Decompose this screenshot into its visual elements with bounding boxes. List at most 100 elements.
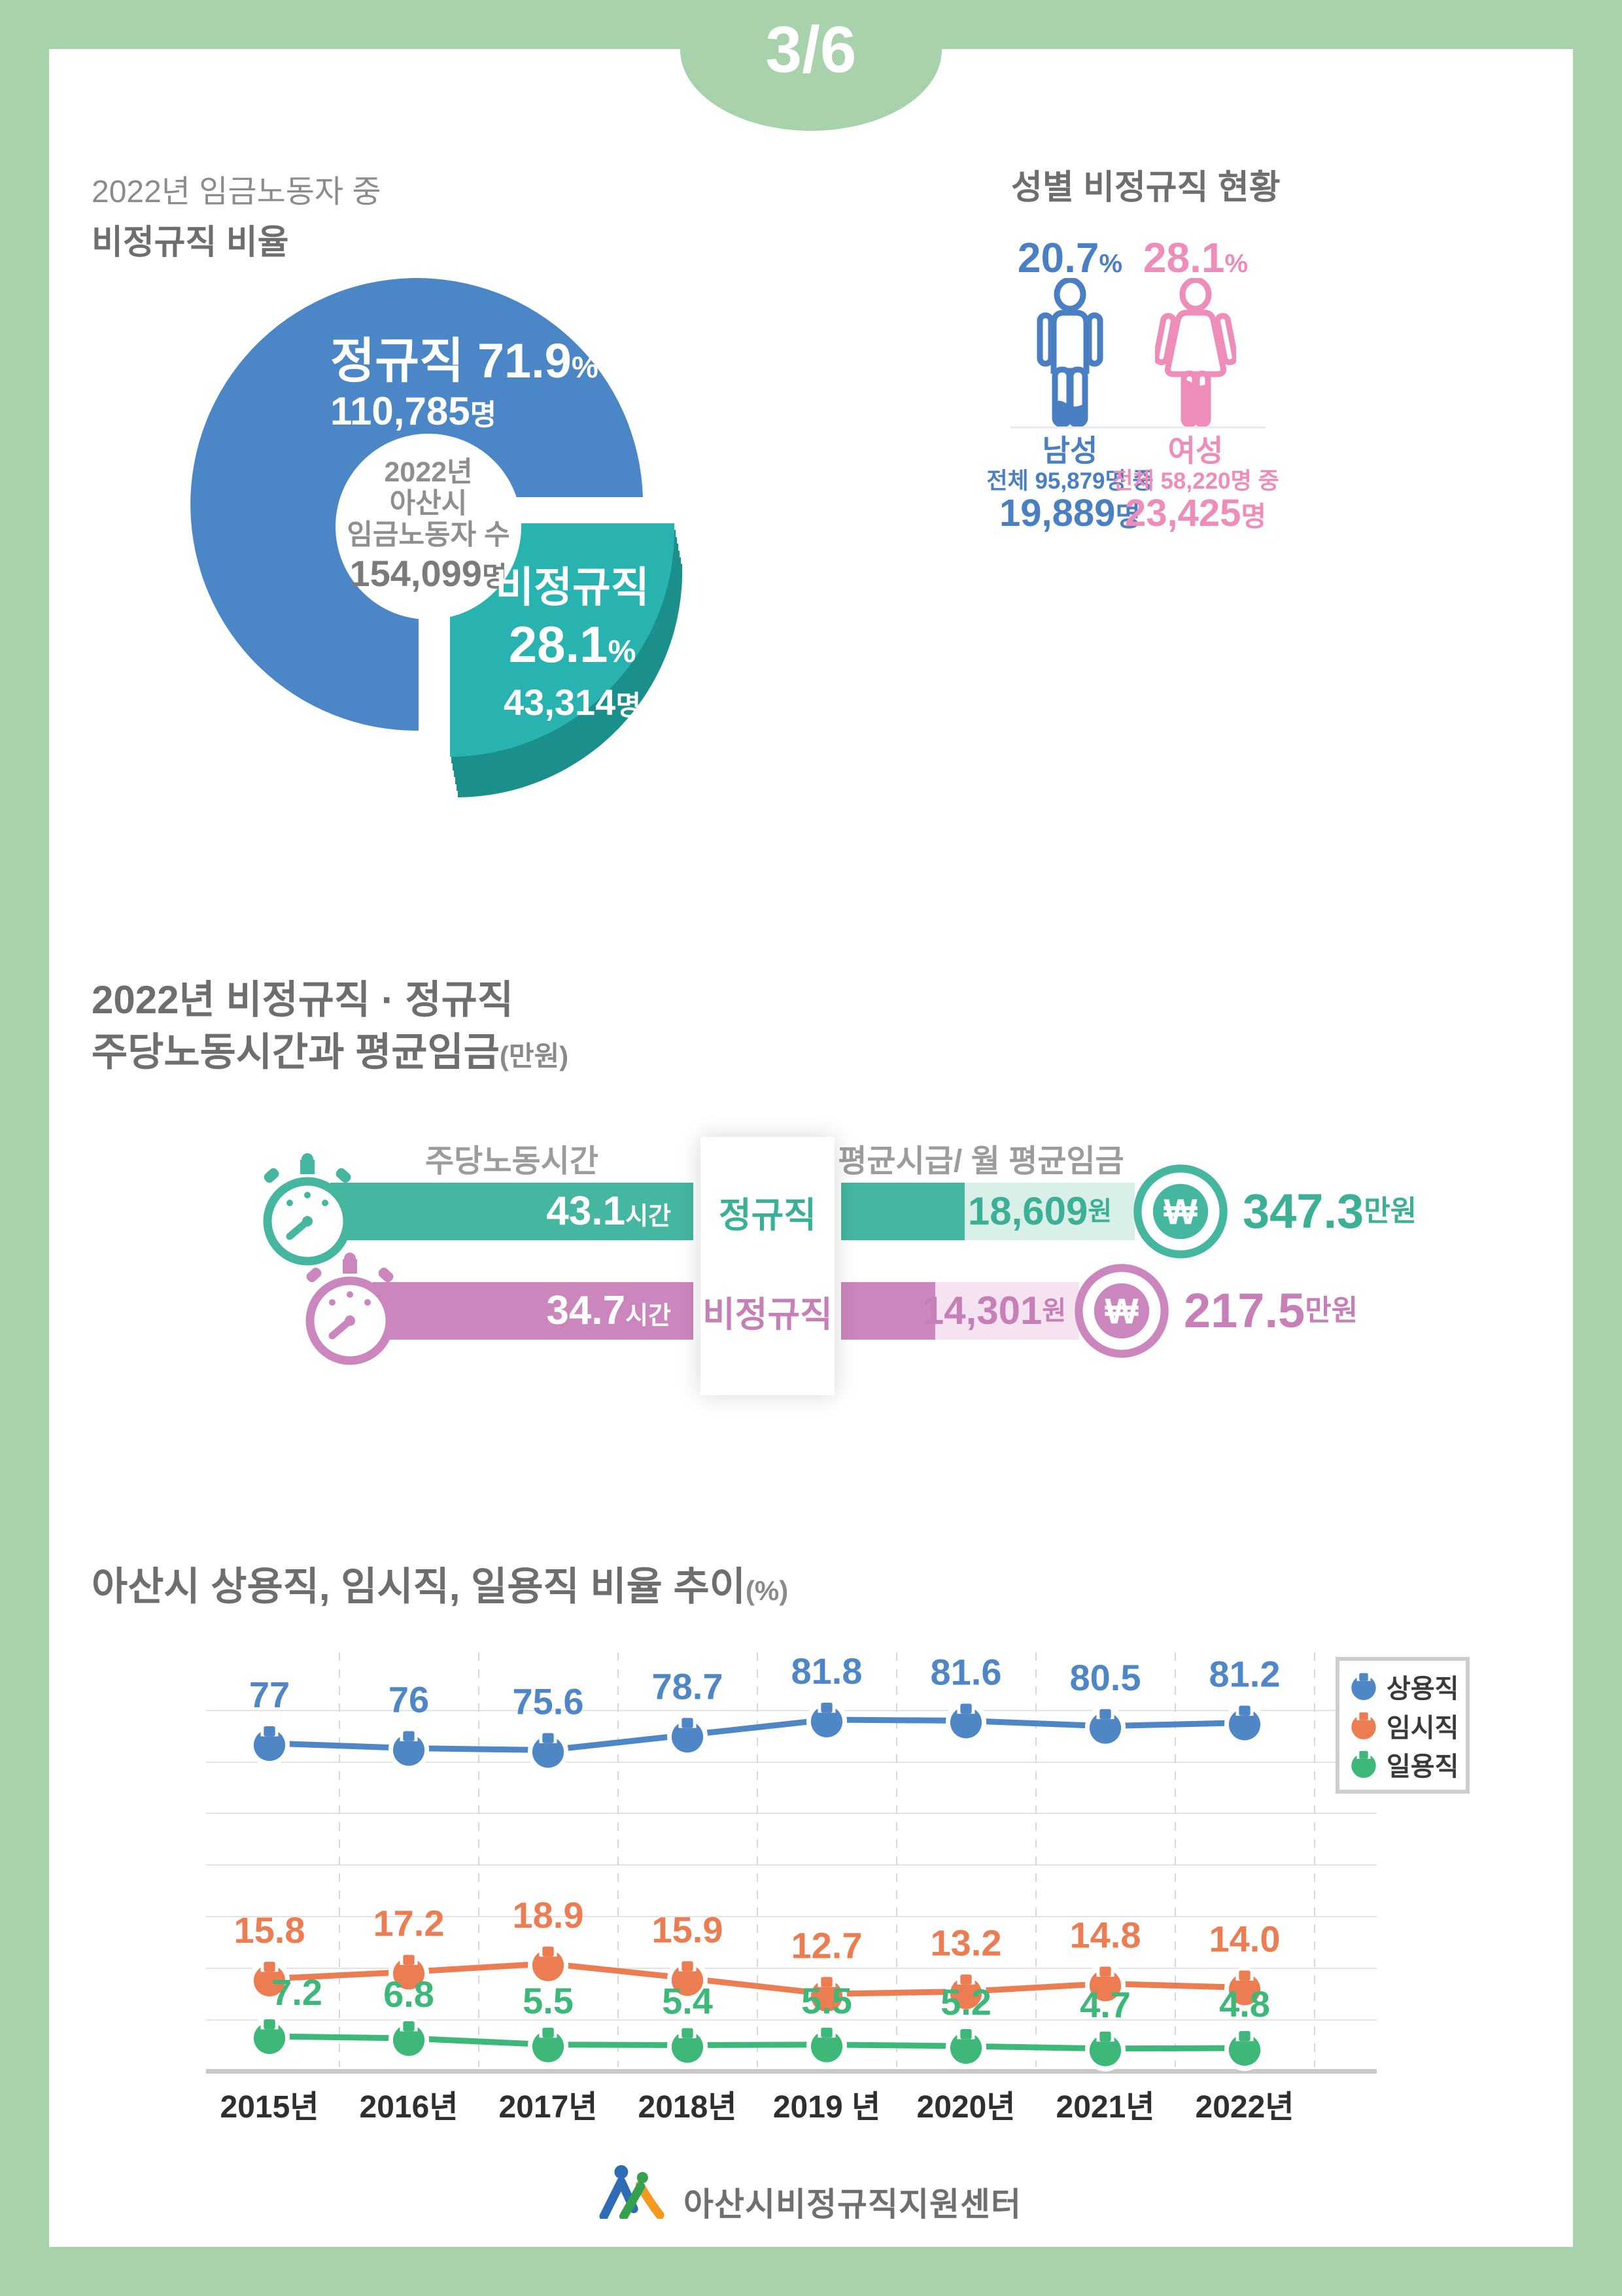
data-label-임시직: 17.2	[373, 1903, 445, 1944]
person-suffix: 명	[470, 399, 497, 431]
data-label-일용직: 5.5	[523, 1980, 574, 2021]
data-label-임시직: 15.8	[234, 1909, 305, 1951]
pct-symbol: %	[608, 635, 636, 669]
pie-regular-pct: 71.9	[477, 334, 572, 388]
pie-center-text: 2022년 아산시 임금노동자 수 154,099명	[330, 457, 526, 595]
hours-bar-regular: 43.1시간	[330, 1183, 693, 1240]
line-series-상용직	[266, 1716, 1248, 1753]
data-label-상용직: 77	[249, 1674, 290, 1715]
data-label-일용직: 5.5	[801, 1980, 852, 2021]
data-label-임시직: 14.0	[1209, 1919, 1281, 1960]
gender-section-title: 성별 비정규직 현황	[1011, 169, 1281, 207]
pie-regular-count: 110,785	[330, 389, 470, 433]
pie-irregular-count: 43,314	[504, 682, 616, 723]
hourly-value-irregular: 14,301 원	[922, 1289, 1067, 1332]
org-name: 아산시비정규직지원센터	[683, 2186, 1022, 2223]
helmet-icon	[1350, 1672, 1377, 1701]
data-label-일용직: 7.2	[271, 1972, 322, 2013]
helmet-icon	[1350, 1750, 1377, 1779]
pie-center-line1: 2022년	[384, 457, 473, 488]
female-pct: 28.1%	[1143, 234, 1249, 281]
line-series-일용직	[266, 2033, 1248, 2052]
data-label-일용직: 6.8	[383, 1974, 434, 2015]
page-indicator: 3/6	[765, 13, 857, 86]
data-label-상용직: 81.6	[931, 1652, 1002, 1693]
pie-irregular-pct: 28.1	[508, 616, 608, 673]
legend-item-daily: 일용직	[1350, 1745, 1466, 1783]
trend-title-suffix: (%)	[745, 1575, 789, 1606]
pie-irregular-label: 비정규직	[495, 564, 649, 611]
legend-item-temporary: 임시직	[1350, 1707, 1466, 1745]
pie-chart	[190, 278, 683, 797]
pie-center-hole	[336, 434, 521, 619]
female-figure-icon	[1155, 278, 1236, 427]
wage-section-title-line1: 2022년 비정규직 · 정규직	[92, 978, 514, 1022]
pie-irregular-callout: 비정규직 28.1% 43,314명	[468, 566, 677, 721]
x-tick-label: 2015년	[220, 2090, 319, 2125]
x-tick-label: 2021년	[1056, 2090, 1155, 2125]
hours-bar-irregular: 34.7시간	[373, 1282, 693, 1340]
female-total: 전체 58,220명 중	[1112, 468, 1279, 494]
hours-column-header: 주당노동시간	[425, 1144, 598, 1179]
x-tick-label: 2018년	[638, 2090, 737, 2125]
male-count: 19,889명	[999, 492, 1141, 534]
pie-section-title-line1: 2022년 임금노동자 중	[92, 175, 381, 209]
trend-section-title: 아산시 상용직, 임시직, 일용직 비율 추이(%)	[92, 1565, 789, 1609]
male-label: 남성	[1042, 434, 1098, 468]
hourly-bar-light-regular	[965, 1183, 1135, 1240]
pie-regular-callout: 정규직 71.9% 110,785명	[330, 337, 598, 431]
pie-regular-label: 정규직	[330, 334, 464, 388]
data-label-상용직: 78.7	[652, 1665, 723, 1707]
male-pct: 20.7%	[1017, 234, 1123, 281]
pie-center-line2: 아산시	[389, 488, 468, 520]
data-label-상용직: 81.2	[1209, 1654, 1281, 1695]
data-label-상용직: 81.8	[791, 1650, 863, 1692]
pie-section-title-line2: 비정규직 비율	[92, 224, 289, 262]
data-label-임시직: 15.9	[652, 1909, 723, 1950]
data-label-상용직: 75.6	[513, 1681, 584, 1722]
pie-center-line3: 임금노동자 수	[347, 519, 510, 551]
wage-row-label-regular: 정규직	[718, 1195, 817, 1235]
figures-ground-line	[1010, 426, 1266, 428]
x-axis-line	[206, 2069, 1377, 2074]
data-label-일용직: 4.8	[1219, 1983, 1270, 2025]
male-total: 전체 95,879명 중	[986, 468, 1154, 494]
male-figure-icon	[1037, 278, 1103, 427]
line-series-임시직	[266, 1960, 1248, 1997]
helmet-icon	[1350, 1711, 1377, 1740]
data-label-임시직: 14.8	[1070, 1915, 1141, 1956]
pie-irregular-slice	[450, 523, 675, 757]
data-label-일용직: 5.2	[940, 1981, 992, 2023]
wage-row-label-irregular: 비정규직	[702, 1295, 833, 1334]
x-tick-label: 2020년	[917, 2090, 1016, 2125]
pct-symbol: %	[571, 350, 598, 384]
x-tick-label: 2022년	[1196, 2090, 1294, 2125]
wage-column-header: 평균시급/ 월 평균임금	[838, 1144, 1124, 1179]
data-label-상용직: 76	[388, 1679, 429, 1720]
legend-item-permanent: 상용직	[1350, 1667, 1466, 1705]
wage-title-suffix: (만원)	[499, 1041, 569, 1071]
wage-center-band	[700, 1137, 835, 1395]
data-label-임시직: 12.7	[791, 1924, 863, 1966]
page-indicator-tab: 3/6	[680, 0, 942, 131]
pie-center-total: 154,099	[349, 553, 482, 595]
org-logo-icon	[599, 2165, 664, 2219]
hourly-value-regular: 18,609 원	[967, 1189, 1113, 1233]
monthly-value-regular: 347.3 만원	[1243, 1184, 1417, 1238]
person-suffix: 명	[615, 690, 641, 721]
data-label-일용직: 4.7	[1080, 1984, 1131, 2025]
data-label-상용직: 80.5	[1070, 1657, 1141, 1698]
hourly-bar-dark-regular	[841, 1183, 965, 1240]
monthly-value-irregular: 217.5 만원	[1184, 1283, 1358, 1338]
female-label: 여성	[1167, 434, 1224, 468]
data-label-임시직: 18.9	[513, 1894, 584, 1936]
x-tick-label: 2016년	[360, 2090, 458, 2125]
chart-legend: 상용직 임시직 일용직	[1336, 1657, 1470, 1794]
x-tick-label: 2017년	[499, 2090, 598, 2125]
x-tick-label: 2019 년	[773, 2090, 880, 2125]
hourly-bar-light-irregular	[935, 1282, 1079, 1340]
person-suffix: 명	[481, 561, 508, 593]
female-count: 23,425명	[1124, 492, 1267, 534]
